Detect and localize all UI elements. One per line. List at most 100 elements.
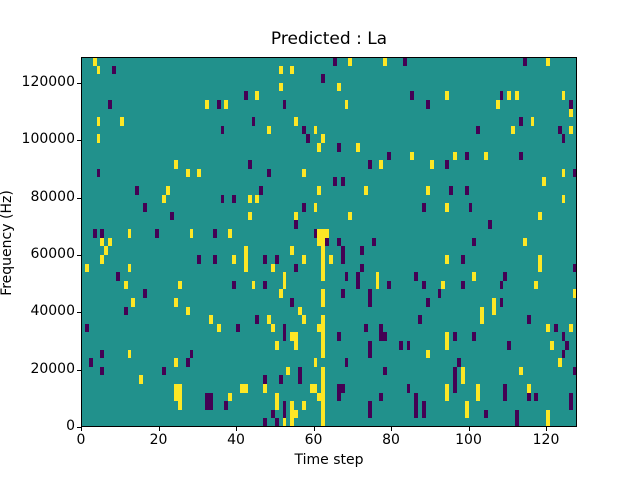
- heatmap-cell: [96, 134, 101, 144]
- heatmap-cell: [321, 229, 326, 238]
- heatmap-cell: [449, 186, 453, 195]
- heatmap-cell: [232, 254, 236, 264]
- heatmap-cell: [422, 280, 426, 290]
- heatmap-cell: [573, 289, 576, 298]
- heatmap-cell: [177, 392, 182, 402]
- heatmap-cell: [367, 160, 372, 169]
- x-tick-mark: [391, 427, 392, 431]
- heatmap-cell: [573, 168, 576, 178]
- heatmap-cell: [123, 280, 128, 290]
- heatmap-cell: [313, 125, 318, 135]
- heatmap-cell: [495, 100, 500, 109]
- heatmap-cell: [569, 401, 574, 410]
- heatmap-cell: [321, 315, 326, 324]
- heatmap-cell: [263, 418, 267, 426]
- heatmap-cell: [526, 392, 531, 402]
- heatmap-cell: [340, 289, 345, 298]
- heatmap-cell: [290, 246, 295, 255]
- heatmap-cell: [445, 383, 450, 393]
- heatmap-cell: [274, 418, 279, 426]
- heatmap-cell: [185, 306, 190, 316]
- heatmap-cell: [96, 117, 101, 126]
- heatmap-cell: [236, 323, 240, 333]
- heatmap-cell: [270, 323, 275, 333]
- heatmap-cell: [162, 366, 167, 376]
- heatmap-cell: [282, 409, 287, 419]
- heatmap-cell: [294, 409, 298, 419]
- heatmap-cell: [360, 263, 364, 273]
- heatmap-cell: [239, 383, 244, 393]
- heatmap-cell: [476, 392, 481, 402]
- heatmap-cell: [336, 392, 341, 402]
- heatmap-cell: [445, 332, 450, 341]
- heatmap-cell: [174, 358, 178, 367]
- x-tick-mark: [158, 427, 160, 431]
- x-tick-label: 120: [532, 432, 560, 448]
- heatmap-cell: [321, 254, 326, 264]
- heatmap-cell: [367, 409, 372, 419]
- heatmap-cell: [100, 349, 105, 359]
- heatmap-cell: [243, 383, 248, 393]
- heatmap-cell: [565, 340, 570, 350]
- heatmap-cell: [208, 392, 213, 402]
- heatmap-cell: [460, 366, 465, 376]
- heatmap-cell: [445, 254, 450, 264]
- y-tick-label: 0: [66, 418, 75, 434]
- heatmap-cell: [127, 229, 132, 238]
- heatmap-cell: [336, 383, 341, 393]
- heatmap-cell: [518, 117, 523, 126]
- heatmap-cell: [115, 272, 120, 281]
- heatmap-cell: [453, 332, 457, 341]
- heatmap-cell: [344, 272, 349, 281]
- heatmap-cell: [290, 65, 295, 75]
- heatmap-cell: [561, 349, 566, 359]
- heatmap-cell: [174, 383, 178, 393]
- heatmap-cell: [375, 272, 380, 281]
- heatmap-cell: [255, 91, 260, 100]
- heatmap-cell: [561, 91, 566, 100]
- heatmap-cell: [205, 100, 209, 109]
- y-tick-label: 120000: [21, 73, 75, 90]
- heatmap-cell: [185, 358, 190, 367]
- heatmap-cell: [278, 65, 283, 75]
- heatmap-cell: [232, 280, 236, 290]
- x-tick-label: 80: [382, 432, 400, 448]
- heatmap-cell: [429, 160, 434, 169]
- heatmap-cell: [456, 358, 461, 367]
- x-tick-mark: [313, 427, 315, 431]
- heatmap-cell: [294, 263, 298, 273]
- heatmap-cell: [515, 91, 519, 100]
- heatmap-cell: [290, 409, 295, 419]
- heatmap-cell: [278, 289, 283, 298]
- heatmap-cell: [119, 117, 124, 126]
- heatmap-cell: [518, 151, 523, 161]
- heatmap-cell: [445, 160, 450, 169]
- heatmap-cell: [464, 409, 469, 419]
- heatmap-cell: [100, 254, 105, 264]
- heatmap-cell: [321, 349, 326, 359]
- heatmap-cell: [321, 409, 326, 419]
- heatmap-cell: [313, 203, 318, 212]
- heatmap-cell: [228, 229, 233, 238]
- heatmap-cell: [336, 332, 341, 341]
- heatmap-cell: [340, 246, 345, 255]
- heatmap-cell: [228, 392, 233, 402]
- x-tick-mark: [546, 427, 547, 431]
- heatmap-cell: [247, 211, 252, 221]
- heatmap-cell: [356, 272, 360, 281]
- heatmap-cell: [282, 418, 287, 426]
- y-tick-mark: [77, 82, 81, 84]
- heatmap-cell: [383, 332, 388, 341]
- heatmap-cell: [84, 263, 89, 273]
- heatmap-cell: [298, 366, 302, 376]
- heatmap-cell: [309, 383, 314, 393]
- heatmap-cell: [220, 194, 225, 204]
- heatmap-cell: [410, 91, 415, 100]
- heatmap-cell: [154, 229, 159, 238]
- heatmap-cell: [174, 297, 178, 307]
- heatmap-cell: [515, 409, 519, 419]
- heatmap-cell: [332, 177, 337, 187]
- heatmap-cell: [100, 366, 105, 376]
- heatmap-cell: [363, 186, 368, 195]
